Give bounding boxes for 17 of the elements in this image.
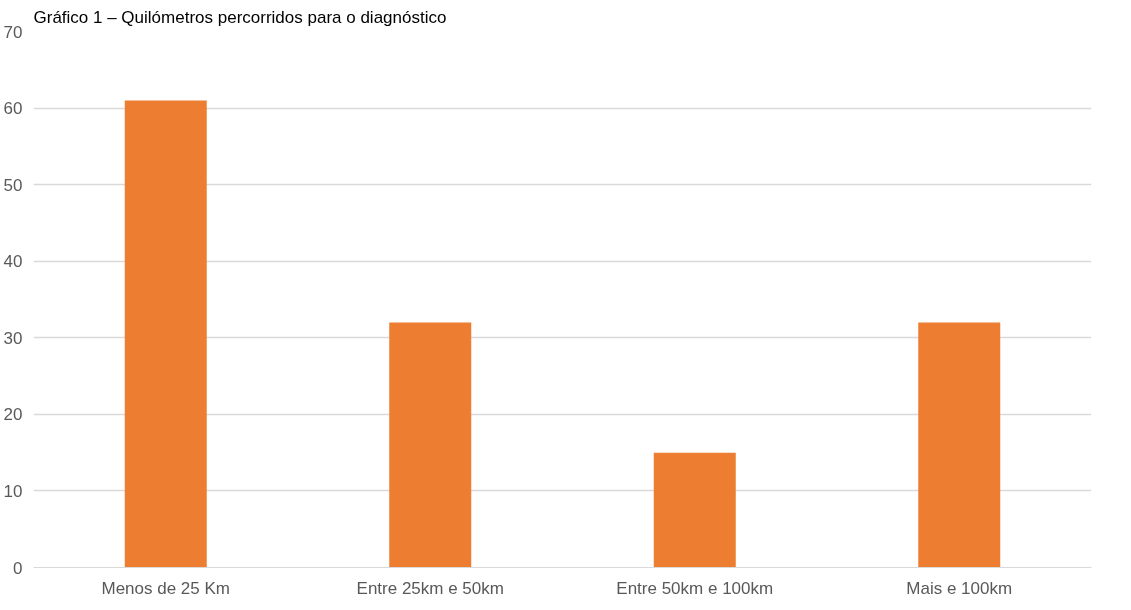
- bar: [124, 100, 207, 568]
- y-tick-label: 50: [3, 175, 23, 195]
- chart-title: Gráfico 1 – Quilómetros percorridos para o diagnóstico: [33, 7, 447, 27]
- bar: [918, 322, 1001, 568]
- bar: [653, 452, 736, 568]
- y-tick-label: 10: [3, 481, 23, 501]
- y-tick-label: 40: [3, 252, 23, 272]
- x-tick-label: Mais e 100km: [906, 578, 1013, 598]
- x-tick-label: Menos de 25 Km: [101, 578, 231, 598]
- y-tick-label: 30: [3, 328, 23, 348]
- y-tick-label: 60: [3, 99, 23, 119]
- y-tick-label: 0: [13, 558, 23, 578]
- x-tick-label: Entre 50km e 100km: [616, 578, 774, 598]
- bar: [389, 322, 472, 568]
- y-tick-label: 70: [3, 22, 23, 42]
- x-tick-label: Entre 25km e 50km: [356, 578, 504, 598]
- y-tick-label: 20: [3, 405, 23, 425]
